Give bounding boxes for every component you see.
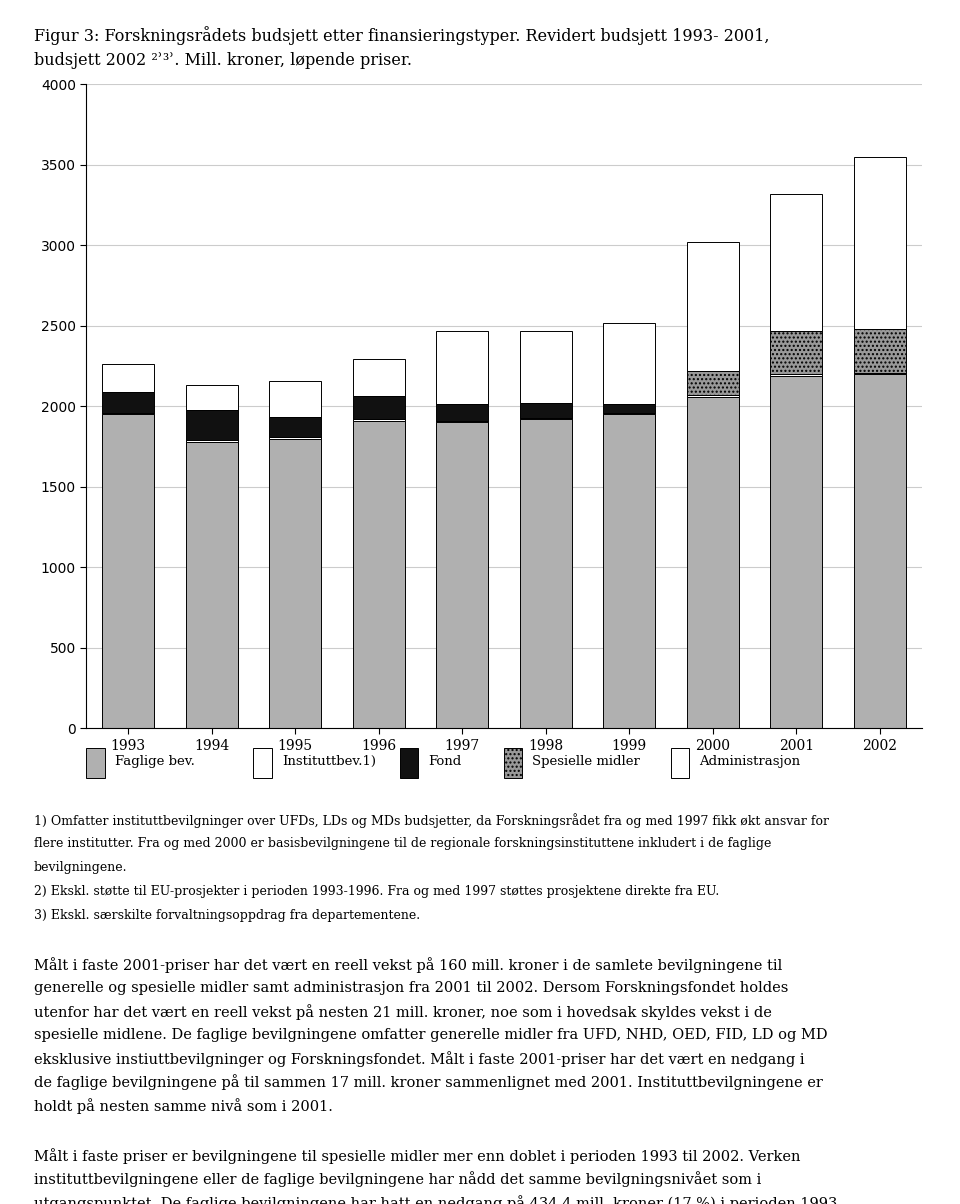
Text: eksklusive instiuttbevilgninger og Forskningsfondet. Målt i faste 2001-priser ha: eksklusive instiuttbevilgninger og Forsk…: [34, 1051, 804, 1067]
Text: Fond: Fond: [428, 755, 461, 768]
Bar: [687, 396, 738, 728]
Text: Instituttbev.1): Instituttbev.1): [282, 755, 375, 768]
Text: instituttbevilgningene eller de faglige bevilgningene har nådd det samme bevilgn: instituttbevilgningene eller de faglige …: [34, 1171, 761, 1187]
Bar: [253, 748, 272, 778]
Bar: [604, 414, 655, 728]
Bar: [437, 423, 488, 728]
Text: budsjett 2002 ²ʾ³ʾ. Mill. kroner, løpende priser.: budsjett 2002 ²ʾ³ʾ. Mill. kroner, løpend…: [34, 52, 412, 69]
Bar: [103, 413, 154, 414]
Bar: [854, 374, 905, 728]
Bar: [103, 391, 154, 413]
Bar: [270, 382, 321, 417]
Bar: [604, 324, 655, 403]
Bar: [771, 194, 822, 331]
Bar: [604, 403, 655, 413]
Bar: [520, 403, 571, 418]
Bar: [854, 329, 905, 372]
Bar: [604, 413, 655, 414]
Text: 2) Ekskl. støtte til EU-prosjekter i perioden 1993-1996. Fra og med 1997 støttes: 2) Ekskl. støtte til EU-prosjekter i per…: [34, 885, 719, 898]
Bar: [504, 748, 522, 778]
Bar: [270, 437, 321, 438]
Bar: [186, 441, 237, 442]
Text: Målt i faste 2001-priser har det vært en reell vekst på 160 mill. kroner i de sa: Målt i faste 2001-priser har det vært en…: [34, 957, 781, 973]
Text: bevilgningene.: bevilgningene.: [34, 861, 127, 874]
Bar: [186, 411, 237, 441]
Text: Målt i faste priser er bevilgningene til spesielle midler mer enn doblet i perio: Målt i faste priser er bevilgningene til…: [34, 1149, 800, 1164]
Text: Spesielle midler: Spesielle midler: [533, 755, 640, 768]
Bar: [687, 371, 738, 395]
Text: holdt på nesten samme nivå som i 2001.: holdt på nesten samme nivå som i 2001.: [34, 1098, 332, 1114]
Bar: [520, 331, 571, 403]
Bar: [520, 419, 571, 728]
Text: Faglige bev.: Faglige bev.: [115, 755, 195, 768]
Bar: [437, 403, 488, 421]
Text: spesielle midlene. De faglige bevilgningene omfatter generelle midler fra UFD, N: spesielle midlene. De faglige bevilgning…: [34, 1028, 828, 1041]
Text: flere institutter. Fra og med 2000 er basisbevilgningene til de regionale forskn: flere institutter. Fra og med 2000 er ba…: [34, 837, 771, 850]
Text: utgangspunktet. De faglige bevilgningene har hatt en nedgang på 434,4 mill. kron: utgangspunktet. De faglige bevilgningene…: [34, 1194, 837, 1204]
Bar: [103, 365, 154, 391]
Bar: [186, 385, 237, 411]
Bar: [103, 414, 154, 728]
Bar: [186, 442, 237, 728]
Bar: [353, 359, 404, 396]
Text: 3) Ekskl. særskilte forvaltningsoppdrag fra departementene.: 3) Ekskl. særskilte forvaltningsoppdrag …: [34, 909, 420, 922]
Bar: [854, 372, 905, 374]
Bar: [520, 418, 571, 419]
Bar: [771, 331, 822, 374]
Text: Administrasjon: Administrasjon: [700, 755, 801, 768]
Bar: [771, 374, 822, 376]
Bar: [437, 331, 488, 403]
Bar: [86, 748, 105, 778]
Bar: [353, 421, 404, 728]
Bar: [687, 395, 738, 396]
Bar: [270, 438, 321, 728]
Bar: [671, 748, 689, 778]
Bar: [353, 396, 404, 419]
Bar: [687, 242, 738, 371]
Text: 1) Omfatter instituttbevilgninger over UFDs, LDs og MDs budsjetter, da Forskning: 1) Omfatter instituttbevilgninger over U…: [34, 813, 828, 827]
Text: de faglige bevilgningene på til sammen 17 mill. kroner sammenlignet med 2001. In: de faglige bevilgningene på til sammen 1…: [34, 1075, 823, 1091]
Bar: [437, 421, 488, 423]
Bar: [399, 748, 418, 778]
Text: utenfor har det vært en reell vekst på nesten 21 mill. kroner, noe som i hovedsa: utenfor har det vært en reell vekst på n…: [34, 1004, 772, 1020]
Text: generelle og spesielle midler samt administrasjon fra 2001 til 2002. Dersom Fors: generelle og spesielle midler samt admin…: [34, 980, 788, 995]
Bar: [854, 157, 905, 329]
Bar: [771, 376, 822, 728]
Bar: [270, 417, 321, 437]
Text: Figur 3: Forskningsrådets budsjett etter finansieringstyper. Revidert budsjett 1: Figur 3: Forskningsrådets budsjett etter…: [34, 26, 769, 46]
Bar: [353, 419, 404, 421]
